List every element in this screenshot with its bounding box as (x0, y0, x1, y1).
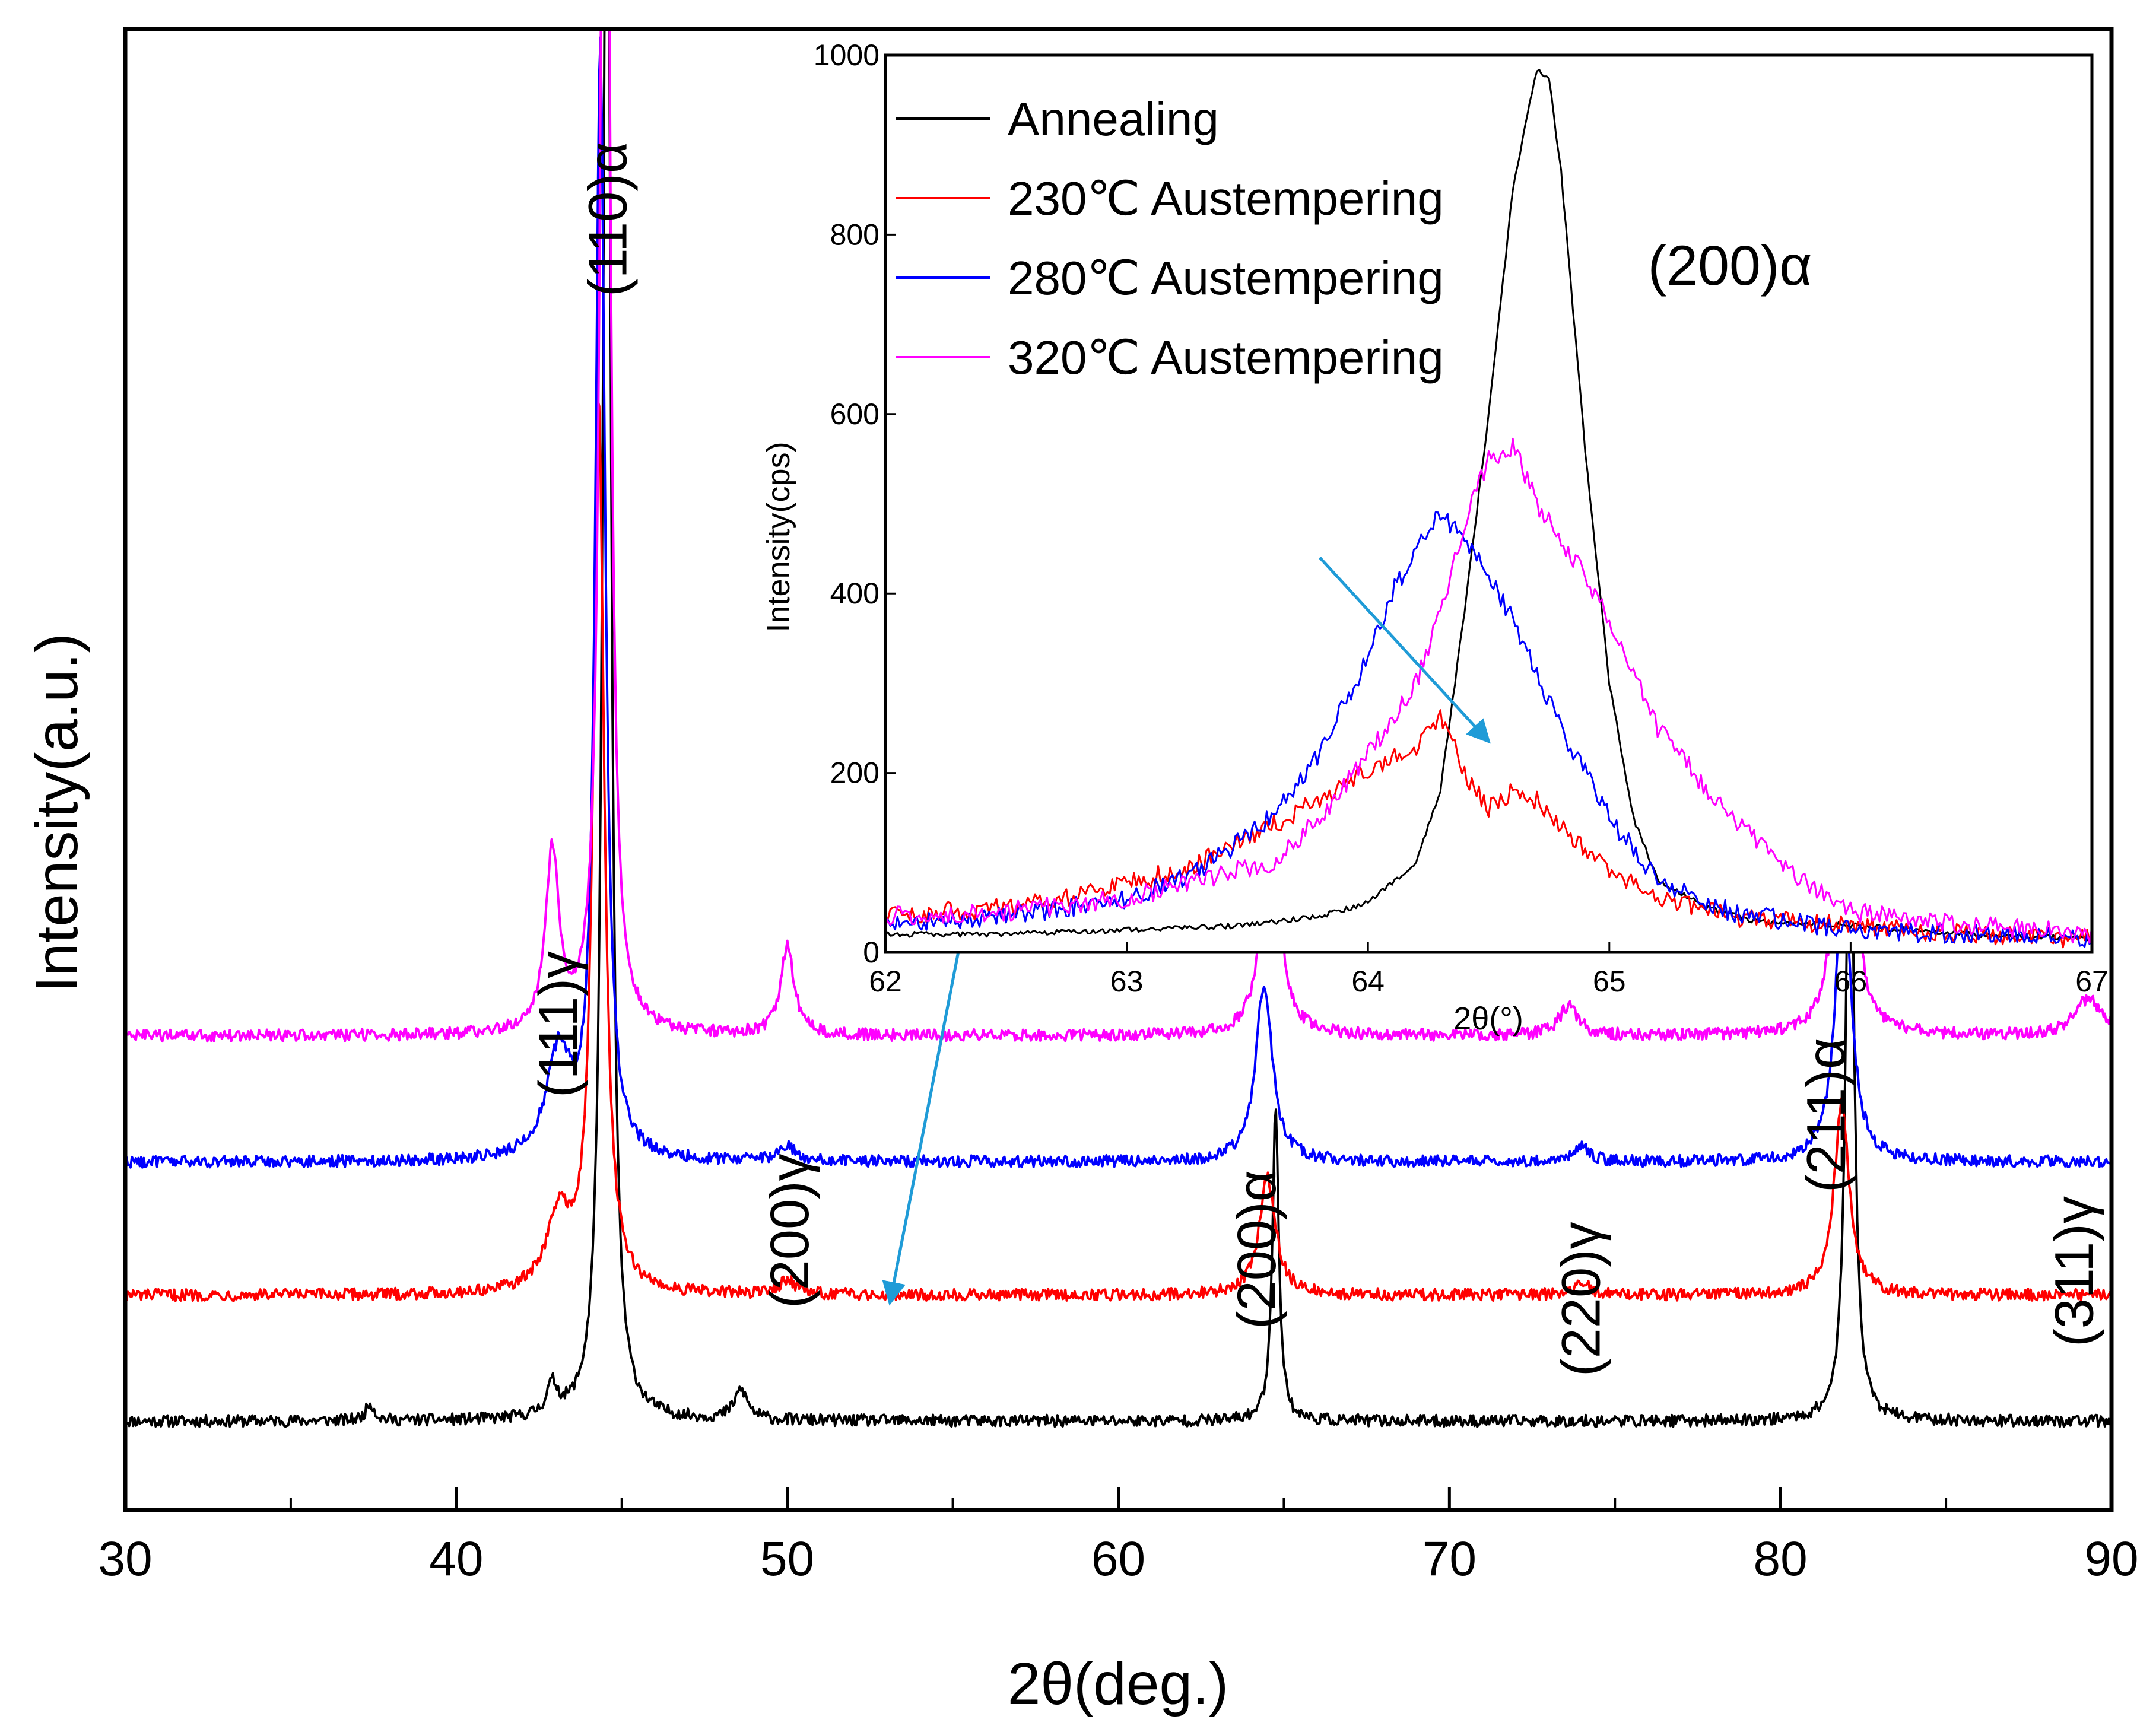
inset-y-tick-label: 400 (830, 577, 879, 610)
inset-x-tick-label: 62 (869, 965, 902, 998)
inset-series-230-austempering (885, 709, 2092, 949)
main-x-tick-label: 30 (98, 1532, 152, 1586)
inset-legend: Annealing 230℃ Austempering 280℃ Austemper… (896, 93, 1444, 384)
main-y-axis-label: Intensity(a.u.) (24, 633, 90, 993)
inset-y-tick-label: 600 (830, 398, 879, 431)
main-x-tick-label: 50 (760, 1532, 814, 1586)
peak-label: (200)α (1227, 1170, 1287, 1329)
inset-y-ticks: 0 200 400 600 800 1000 (814, 39, 896, 969)
inset-title: (200)α (1648, 234, 1812, 297)
inset-y-tick-label: 200 (830, 756, 879, 790)
inset-y-axis-label: Intensity(cps) (761, 441, 796, 632)
main-x-tick-label: 90 (2084, 1532, 2138, 1586)
peak-label: (220)γ (1551, 1222, 1611, 1377)
inset-x-tick-label: 64 (1351, 965, 1385, 998)
main-chart: 30 40 50 60 70 80 90 (110)α(111)γ(200)γ (200)α(… (24, 27, 2139, 1717)
peak-label: (200)γ (760, 1153, 820, 1308)
inset-arrow (1319, 557, 1491, 744)
main-x-axis-label: 2θ(deg.) (1008, 1651, 1228, 1717)
inset-plot-frame (884, 53, 2094, 954)
legend-label: 230℃ Austempering (1008, 172, 1444, 225)
legend-label: 320℃ Austempering (1008, 331, 1444, 384)
peak-label: (211)α (1796, 1038, 1856, 1193)
main-x-tick-label: 60 (1091, 1532, 1145, 1586)
main-series-230-austempering (125, 399, 2111, 1302)
inset-x-tick-label: 66 (1834, 965, 1868, 998)
inset-x-tick-label: 67 (2075, 965, 2109, 998)
inset-background (885, 55, 2092, 952)
inset-series-280-austempering (885, 511, 2092, 948)
main-series-annealing (125, 29, 2111, 1428)
peak-label: (110)α (577, 142, 638, 297)
legend-label: 280℃ Austempering (1008, 252, 1444, 304)
peak-label: (111)γ (528, 951, 589, 1098)
main-x-tick-label: 80 (1754, 1532, 1808, 1586)
peak-label: (311)γ (2044, 1196, 2105, 1347)
main-series-320-austempering (125, 29, 2111, 1043)
inset-x-ticks: 62 63 64 65 66 67 (869, 942, 2109, 998)
main-x-tick-label: 70 (1422, 1532, 1477, 1586)
inset-series-320-austempering (885, 437, 2092, 944)
main-peak-labels: (110)α (111)γ (200)γ (200)α (220)γ (211)α (311… (528, 142, 2105, 1377)
main-x-ticks: 30 40 50 60 70 80 90 (98, 1487, 2139, 1586)
main-x-tick-label: 40 (429, 1532, 483, 1586)
inset-x-tick-label: 65 (1593, 965, 1626, 998)
main-series-group (125, 29, 2111, 1428)
main-series-280-austempering (125, 36, 2111, 1169)
inset-y-tick-label: 1000 (814, 39, 879, 72)
legend-label: Annealing (1008, 93, 1219, 145)
inset-annotations (1319, 557, 1491, 744)
inset-y-tick-label: 800 (830, 218, 879, 251)
inset-y-tick-label: 0 (863, 936, 879, 969)
inset-x-axis-label: 2θ(°) (1453, 1001, 1523, 1037)
inset-x-tick-label: 63 (1110, 965, 1144, 998)
inset-series-group (885, 69, 2092, 949)
inset-chart: 62 63 64 65 66 67 0 200 400 600 800 1000 2θ(°) Int… (761, 39, 2109, 1037)
